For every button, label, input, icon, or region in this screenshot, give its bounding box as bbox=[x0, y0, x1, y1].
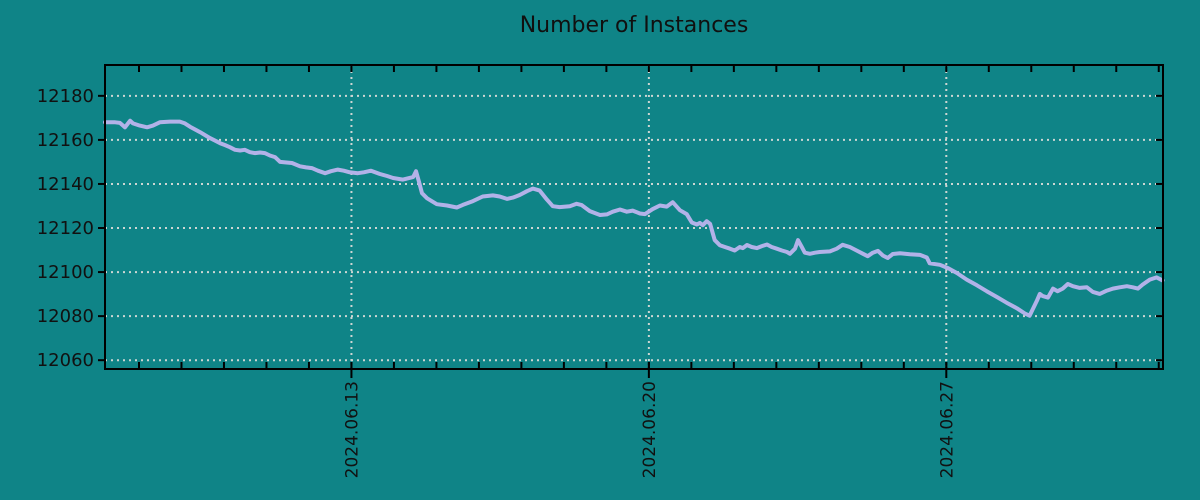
y-tick-label-12100: 12100 bbox=[37, 262, 94, 283]
series-line bbox=[103, 118, 1165, 318]
x-tick-label-2024.06.13: 2024.06.13 bbox=[342, 381, 362, 478]
y-tick-label-12140: 12140 bbox=[37, 174, 94, 195]
y-tick-labels: 12060 12080 12100 12120 12140 12160 12180 bbox=[37, 86, 94, 371]
y-tick-label-12120: 12120 bbox=[37, 218, 94, 239]
x-tick-label-2024.06.27: 2024.06.27 bbox=[937, 381, 957, 478]
y-tick-label-12180: 12180 bbox=[37, 86, 94, 107]
y-tick-label-12080: 12080 bbox=[37, 306, 94, 327]
chart-title: Number of Instances bbox=[519, 13, 749, 38]
y-tick-label-12160: 12160 bbox=[37, 130, 94, 151]
x-tick-label-2024.06.20: 2024.06.20 bbox=[640, 381, 660, 478]
plot-border bbox=[104, 64, 1164, 370]
gridlines bbox=[105, 65, 1163, 369]
x-tick-labels: 2024.06.13 2024.06.20 2024.06.27 bbox=[342, 381, 957, 478]
y-tick-label-12060: 12060 bbox=[37, 350, 94, 371]
axis-ticks bbox=[98, 65, 1163, 378]
